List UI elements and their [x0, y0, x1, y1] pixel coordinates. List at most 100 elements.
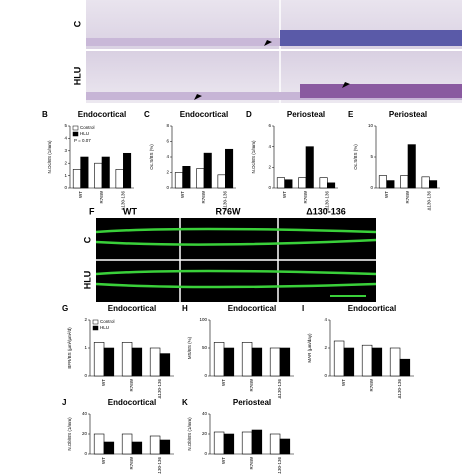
x-tick-label: WT	[101, 379, 106, 386]
bar	[361, 344, 373, 377]
chart-title: Endocortical	[180, 110, 228, 119]
bar	[269, 347, 281, 377]
bar	[251, 347, 263, 377]
x-tick-label: R76W	[201, 190, 206, 203]
x-tick-label: WT	[221, 379, 226, 386]
bar	[327, 182, 336, 189]
x-tick-label: R76W	[99, 190, 104, 203]
y-tick-label: 6	[166, 139, 169, 144]
fluorescence-panel: F WT R76W Δ130-136 C HLU	[82, 206, 377, 302]
x-tick-label: WT	[78, 191, 83, 198]
panel-letter: E	[348, 110, 354, 119]
y-tick-label: 1	[64, 173, 67, 178]
bar	[213, 342, 225, 377]
chart: K Periosteal N.Ob/BS (1/mm) 0 20 40 WT R76W Δ130…	[182, 398, 294, 474]
panel-letter: H	[182, 304, 188, 313]
y-tick-label: 40	[82, 411, 88, 416]
bar	[400, 175, 409, 189]
row-label: C	[82, 236, 92, 243]
y-axis-label: Oc.S/BS (%)	[149, 144, 154, 170]
chart-title: Endocortical	[108, 398, 156, 407]
bar	[159, 439, 171, 455]
bar	[421, 176, 430, 189]
y-tick-label: 1	[84, 345, 87, 350]
panel-letter: D	[246, 110, 252, 119]
legend-label: Control	[80, 125, 95, 130]
bar	[279, 347, 291, 377]
bar	[251, 429, 263, 455]
x-tick-label: R76W	[249, 378, 254, 391]
y-tick-label: 0	[204, 451, 207, 456]
annotation: P = 0.07	[74, 138, 91, 143]
y-tick-label: 20	[82, 431, 88, 436]
bar	[93, 342, 105, 377]
y-tick-label: 100	[199, 317, 207, 322]
chart-title: Endocortical	[348, 304, 396, 313]
row-label: C	[72, 20, 82, 27]
bar	[386, 180, 395, 189]
bar	[225, 148, 234, 189]
chart: J Endocortical N.Ob/BS (1/mm) 0 20 40 WT R76W Δ1…	[62, 398, 174, 474]
bar	[389, 347, 401, 377]
bar	[203, 152, 212, 189]
bar	[93, 433, 105, 455]
y-axis-label: BFR/BS (μm³/μm²/d)	[67, 327, 72, 369]
x-tick-label: Δ130-136	[277, 379, 282, 399]
y-tick-label: 0	[324, 373, 327, 378]
x-tick-label: Δ130-136	[277, 457, 282, 474]
chart-title: Endocortical	[108, 304, 156, 313]
chart-title: Periosteal	[233, 398, 271, 407]
bar	[241, 431, 253, 455]
marrow	[300, 84, 462, 98]
bar	[159, 353, 171, 377]
x-tick-label: R76W	[303, 190, 308, 203]
legend-swatch	[72, 131, 79, 137]
legend-label: Control	[100, 319, 115, 324]
bar	[174, 172, 183, 189]
bar	[149, 347, 161, 377]
chart: G Endocortical BFR/BS (μm³/μm²/d) 0 1 2 WT R76W…	[62, 304, 174, 399]
bar	[223, 347, 235, 377]
bar	[121, 433, 133, 455]
bar	[276, 177, 285, 189]
x-tick-label: R76W	[249, 456, 254, 469]
y-axis-label: Oc.S/BS (%)	[353, 144, 358, 170]
bar	[241, 342, 253, 377]
y-tick-label: 4	[268, 144, 271, 149]
y-tick-label: 2	[166, 170, 169, 175]
chart-title: Periosteal	[389, 110, 427, 119]
bone-band	[86, 92, 462, 100]
bar	[103, 347, 115, 377]
y-tick-label: 4	[64, 136, 67, 141]
bar	[333, 340, 345, 377]
x-tick-label: Δ130-136	[427, 191, 432, 211]
bar	[182, 166, 191, 189]
chart: H Endocortical MS/BS (%) 0 50 100 WT R76W Δ130-1…	[182, 304, 294, 399]
bar	[378, 175, 387, 189]
row-label: HLU	[72, 67, 82, 86]
x-tick-label: WT	[384, 191, 389, 198]
legend-label: HLU	[80, 131, 89, 136]
panel-letter: F	[89, 206, 95, 216]
bar	[284, 179, 293, 189]
y-axis-label: N.Oc/BS (1/mm)	[251, 140, 256, 174]
panel-letter: G	[62, 304, 68, 313]
chart-title: Endocortical	[78, 110, 126, 119]
bar	[115, 169, 124, 189]
y-axis-label: MAR (μm/day)	[307, 333, 312, 363]
bar	[101, 156, 110, 189]
x-tick-label: WT	[101, 457, 106, 464]
row-label: HLU	[82, 271, 92, 290]
bar	[217, 174, 226, 189]
y-tick-label: 2	[64, 160, 67, 165]
bar	[131, 347, 143, 377]
bone-band	[86, 38, 280, 46]
column-label: WT	[123, 206, 137, 216]
y-axis-label: N.Oc/BS (1/mm)	[47, 140, 52, 174]
x-tick-label: WT	[221, 457, 226, 464]
x-tick-label: Δ130-136	[325, 191, 330, 211]
y-tick-label: 20	[202, 431, 208, 436]
y-tick-label: 2	[324, 345, 327, 350]
panel-letter: C	[144, 110, 150, 119]
